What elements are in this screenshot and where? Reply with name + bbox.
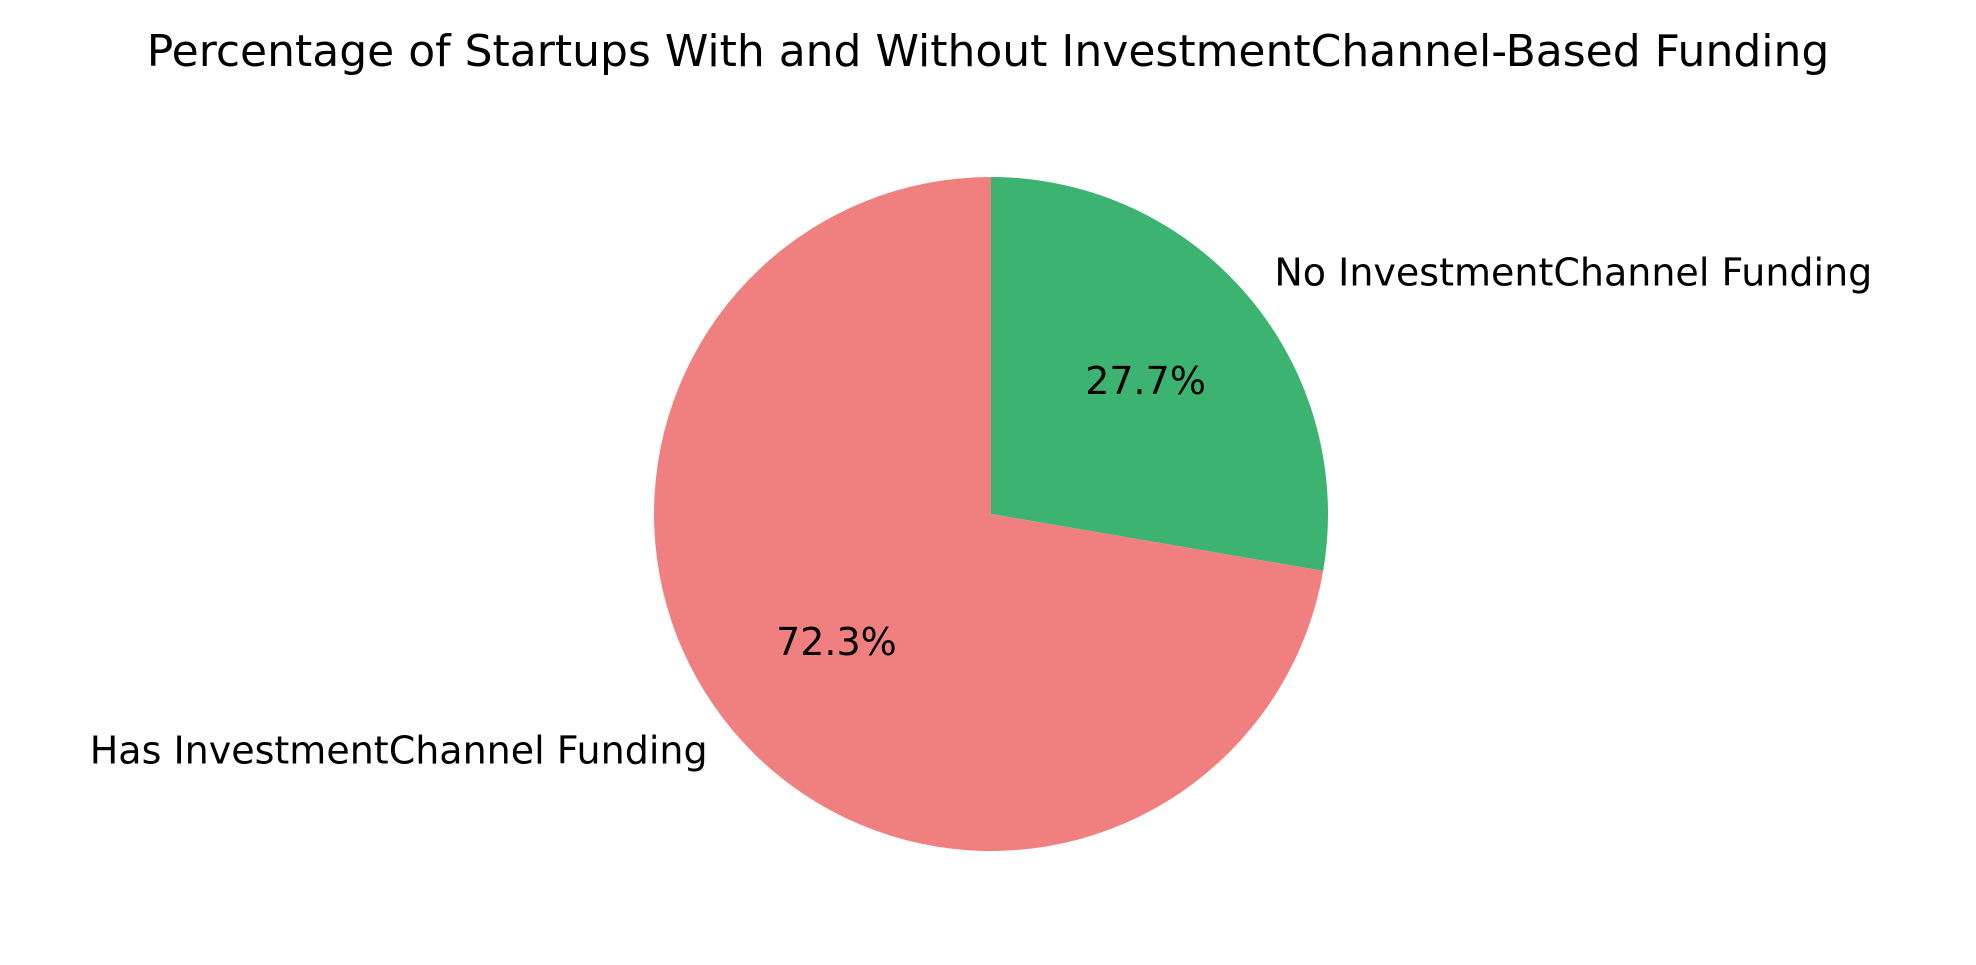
- pie-slice-1: [654, 176, 1324, 851]
- slice-percent-label-0: 27.7%: [1085, 359, 1206, 403]
- slice-label-0: No InvestmentChannel Funding: [1274, 251, 1872, 295]
- slice-percent-label-1: 72.3%: [776, 620, 897, 664]
- chart-title: Percentage of Startups With and Without …: [147, 26, 1830, 77]
- slice-label-1: Has InvestmentChannel Funding: [90, 728, 708, 772]
- pie-slices: [654, 176, 1329, 851]
- pie-labels: No InvestmentChannel Funding 27.7% Has Inv…: [90, 251, 1873, 773]
- pie-slice-0: [991, 177, 1329, 571]
